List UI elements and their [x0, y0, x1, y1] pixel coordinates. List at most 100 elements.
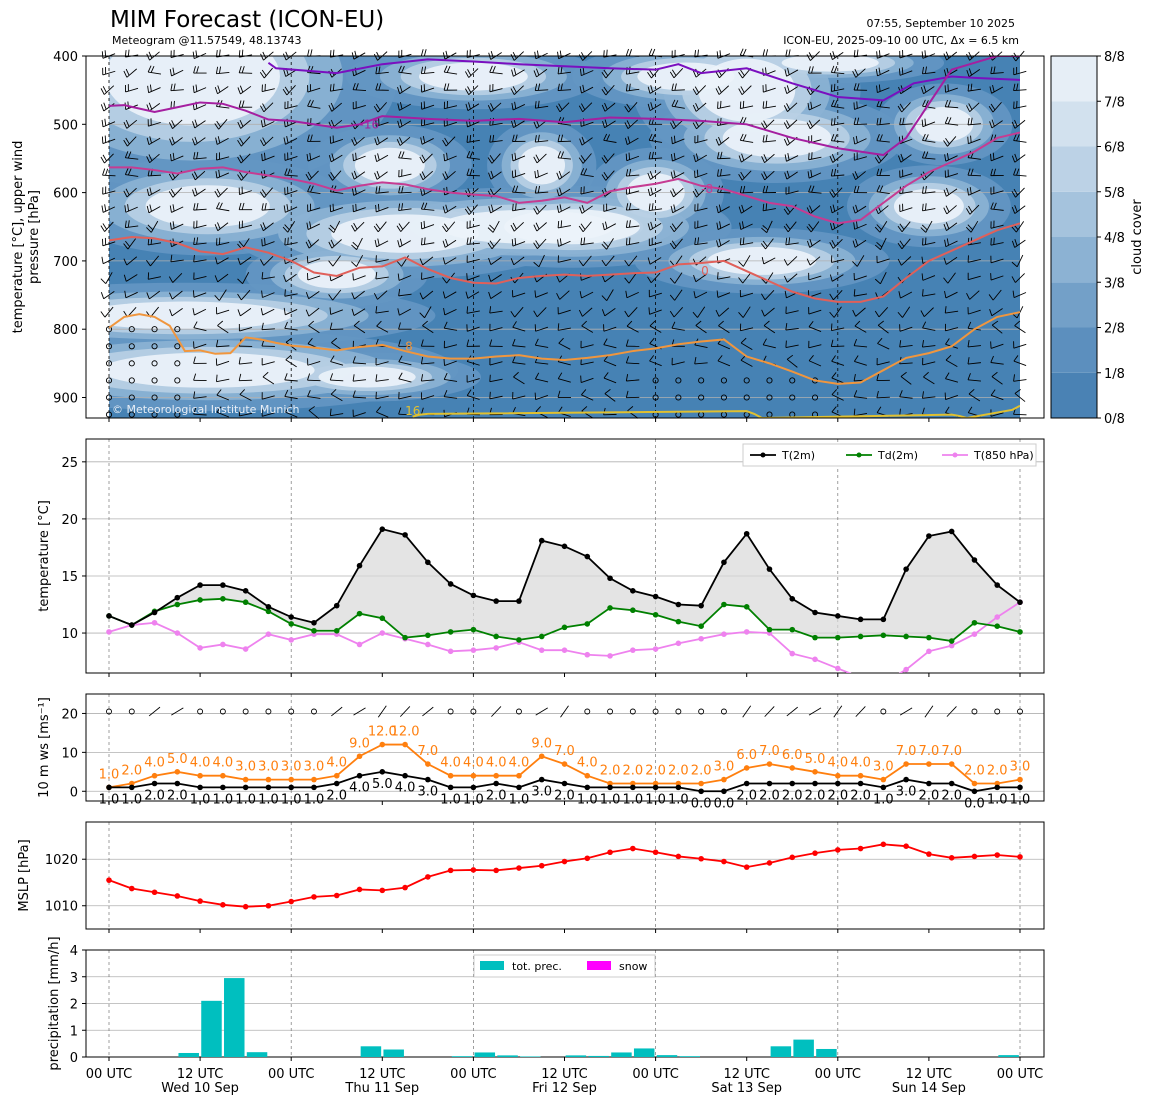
wind-barb: [374, 136, 388, 146]
wind-barb: [625, 390, 640, 399]
wind-barb-flag: [193, 171, 198, 179]
wind-barb-flag: [671, 321, 676, 329]
wind-barb-shaft: [605, 153, 615, 164]
wind-barb-flag: [829, 223, 833, 231]
wind-barb-flag: [125, 137, 130, 145]
wind-barb-shaft: [558, 206, 571, 214]
wind-barb: [216, 237, 230, 246]
wind-barb-flag: [215, 137, 218, 145]
wind-barb-flag: [419, 258, 424, 266]
mslp-point: [948, 855, 955, 861]
wind-barb: [920, 85, 935, 95]
gust-value-label: 5.0: [167, 752, 188, 767]
calm-wind-marker: [174, 343, 181, 350]
td2m-point: [470, 626, 477, 633]
wind-barb-shaft: [308, 239, 320, 249]
wind-barb: [124, 84, 139, 93]
wind-barb: [443, 321, 458, 331]
wind-barb: [991, 320, 1003, 334]
wind-barb-flag: [651, 48, 656, 56]
wind-speed-value-label: 1.0: [258, 792, 279, 807]
wind-barb: [237, 256, 252, 266]
wind-barb: [215, 307, 230, 315]
t2m-point: [220, 582, 226, 588]
wind-barb-flag: [557, 239, 559, 247]
wind-barb-shaft: [831, 206, 844, 214]
wind-barb: [375, 255, 389, 263]
wind-barb-flag: [601, 243, 607, 250]
wind-barb-shaft: [854, 239, 867, 248]
surface-wind-barb: [764, 706, 775, 717]
wind-barb-shaft: [717, 223, 730, 230]
wind-barb-flag: [557, 406, 563, 413]
wind-barb: [512, 355, 526, 365]
wind-barb: [1011, 254, 1024, 268]
x-tick-date-label: Wed 10 Sep: [161, 1081, 239, 1096]
wind-barb-shaft: [923, 376, 935, 385]
wind-barb-flag: [464, 71, 470, 78]
gust-value-label: 4.0: [827, 756, 848, 771]
wind-barb-flag: [146, 156, 151, 163]
wind-barb: [670, 204, 685, 214]
ws-point: [242, 784, 249, 791]
wind-barb-flag: [970, 135, 972, 143]
wind-barb-flag: [720, 168, 722, 177]
wind-barb-flag: [808, 355, 814, 362]
gust-point: [356, 753, 363, 760]
wind-barb-shaft: [558, 309, 571, 315]
wind-barb-flag: [920, 86, 924, 94]
wind-barb-flag: [833, 66, 838, 73]
wind-barb-shaft: [421, 395, 435, 400]
wind-barb-shaft: [626, 379, 640, 382]
wind-barb: [534, 100, 549, 109]
wind-barb-flag: [330, 389, 337, 395]
wind-barb-flag: [264, 152, 266, 160]
wind-barb-shaft: [606, 289, 614, 301]
td2m-point: [425, 632, 431, 639]
legend-swatch-marker: [856, 452, 862, 458]
x-tick-label: 12 UTC: [723, 1067, 769, 1082]
wind-barb: [624, 119, 638, 130]
wind-barb-shaft: [833, 306, 842, 318]
wind-barb: [852, 255, 865, 267]
wind-barb-shaft: [582, 255, 592, 267]
wind-barb-flag: [968, 388, 975, 395]
colorbar-segment: [1051, 327, 1097, 373]
wind-barb-shaft: [148, 242, 162, 246]
wind-barb-flag: [373, 292, 378, 300]
mslp-point: [607, 849, 613, 856]
wind-barb-shaft: [581, 325, 594, 333]
wind-barb-shaft: [148, 189, 161, 197]
wind-barb: [761, 256, 776, 265]
wind-barb-flag: [556, 205, 560, 213]
wind-barb: [601, 102, 616, 112]
wind-barb: [715, 307, 730, 317]
gust-value-label: 2.0: [691, 763, 712, 778]
gust-value-label: 4.0: [463, 756, 484, 771]
wind-barb-shaft: [194, 137, 206, 146]
wind-barb: [284, 406, 298, 418]
wind-barb: [534, 290, 548, 298]
wind-barb-flag: [740, 337, 747, 344]
model-run-info: ICON-EU, 2025-09-10 00 UTC, Δx = 6.5 km: [783, 34, 1019, 47]
wind-barb-flag: [922, 186, 924, 194]
wind-barb: [397, 273, 412, 281]
wind-barb-flag: [241, 66, 245, 74]
wind-barb-flag: [967, 340, 970, 348]
wind-barb: [853, 221, 867, 230]
t850-point: [561, 647, 568, 653]
wind-barb-flag: [763, 320, 770, 326]
wind-barb-shaft: [102, 190, 116, 195]
wind-barb-shaft: [375, 259, 389, 263]
wind-barb-flag: [830, 134, 835, 141]
wind-barb-shaft: [193, 242, 207, 246]
wind-barb-flag: [466, 389, 472, 396]
wind-barb-shaft: [922, 157, 936, 160]
gust-value-label: 7.0: [919, 744, 940, 759]
y-axis-label-line: temperature [°C], upper wind: [11, 141, 26, 334]
wind-barb: [739, 289, 754, 298]
wind-barb-shaft: [171, 206, 184, 213]
surface-wind-barb: [786, 706, 798, 717]
gust-value-label: 4.0: [326, 756, 347, 771]
wind-barb-flag: [785, 323, 788, 331]
